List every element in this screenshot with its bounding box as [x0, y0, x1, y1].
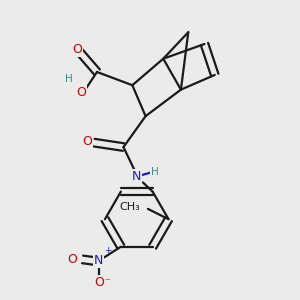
Text: CH₃: CH₃: [119, 202, 140, 212]
Text: O: O: [67, 253, 77, 266]
Text: H: H: [151, 167, 158, 177]
Text: N: N: [132, 170, 141, 183]
Text: N: N: [94, 254, 104, 267]
Text: +: +: [104, 246, 112, 255]
Text: H: H: [65, 74, 73, 84]
Text: ⁻: ⁻: [105, 278, 110, 287]
Text: O: O: [76, 86, 86, 99]
Text: O: O: [94, 276, 104, 289]
Text: O: O: [82, 135, 92, 148]
Text: O: O: [72, 43, 82, 56]
